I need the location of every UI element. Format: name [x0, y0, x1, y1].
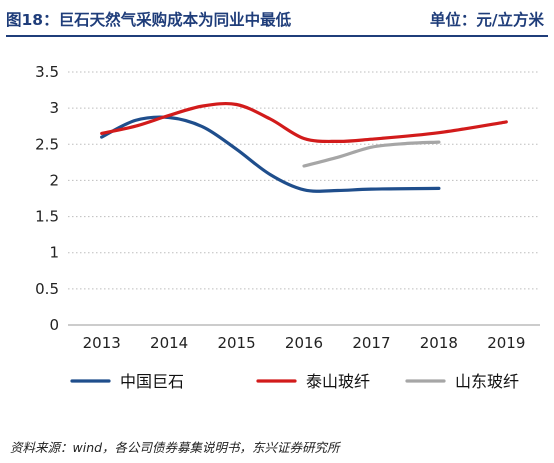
y-tick-label: 1.5: [35, 208, 59, 226]
y-tick-label: 2.5: [35, 135, 59, 153]
x-tick-label: 2017: [352, 334, 390, 352]
title-divider: [6, 35, 548, 37]
y-tick-label: 1: [49, 244, 59, 262]
legend-label: 泰山玻纤: [306, 372, 370, 391]
unit-label: 单位：元/立方米: [429, 11, 544, 29]
chart-title-text: 图18：巨石天然气采购成本为同业中最低: [6, 11, 292, 29]
x-tick-label: 2015: [217, 334, 255, 352]
series-line: [302, 140, 441, 168]
y-tick-label: 0.5: [35, 280, 59, 298]
legend-label: 山东玻纤: [455, 372, 519, 391]
series-line: [100, 115, 441, 193]
series-line: [100, 101, 508, 144]
source-note: 资料来源：wind，各公司债券募集说明书，东兴证券研究所: [10, 440, 340, 455]
y-tick-label: 3: [49, 99, 59, 117]
y-tick-label: 0: [49, 316, 59, 334]
legend-label: 中国巨石: [120, 372, 184, 391]
y-tick-label: 2: [49, 171, 59, 189]
x-tick-label: 2019: [487, 334, 525, 352]
x-tick-label: 2014: [150, 334, 188, 352]
x-tick-label: 2016: [285, 334, 323, 352]
y-tick-label: 3.5: [35, 63, 59, 81]
x-tick-label: 2013: [83, 334, 121, 352]
x-tick-label: 2018: [420, 334, 458, 352]
chart-title: 图18：巨石天然气采购成本为同业中最低 单位：元/立方米: [6, 6, 548, 32]
